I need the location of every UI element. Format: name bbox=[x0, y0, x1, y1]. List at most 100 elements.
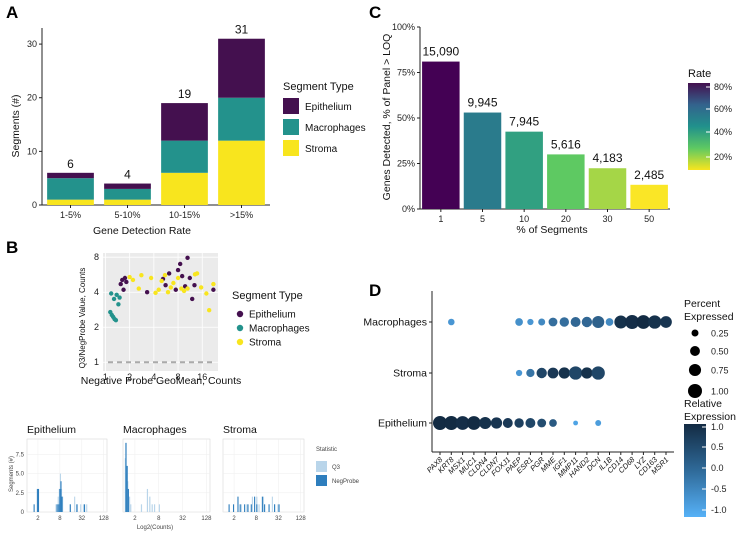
panel-a-bar-epithelium-10-15 bbox=[161, 103, 208, 141]
panel-b-point-stroma bbox=[165, 290, 171, 295]
panel-a-x-tick-label: 10-15% bbox=[169, 210, 200, 220]
panel-b-point-stroma bbox=[185, 286, 190, 291]
panel-d-dot-stroma-hand2 bbox=[581, 367, 593, 379]
panel-b-point-stroma bbox=[211, 281, 216, 287]
panel-b-legend-title: Segment Type bbox=[232, 290, 303, 302]
panel-d-dot-epithelium-muc1 bbox=[467, 416, 481, 430]
panel-b-scatter-plot: Q3/NegProbe Value, Counts Negative Probe… bbox=[78, 252, 310, 387]
panel-b-hist-x-tick-label: 2 bbox=[36, 516, 40, 522]
panel-b-point-epithelium bbox=[185, 255, 190, 261]
panel-a-bar-macrophages-1-5 bbox=[47, 178, 94, 200]
panel-b-hist-bar-negprobe bbox=[126, 465, 128, 512]
panel-c-bar-20 bbox=[547, 154, 585, 209]
panel-d-dot-stroma-igf1 bbox=[558, 367, 570, 379]
panel-b-scatter-y-tick-label: 4 bbox=[94, 287, 99, 297]
panel-b-point-macrophages bbox=[109, 291, 114, 296]
panel-c-y-axis-label: Genes Detected, % of Panel > LOQ bbox=[381, 34, 393, 201]
panel-c-x-tick-label: 1 bbox=[438, 214, 443, 224]
panel-c-x-tick-label: 30 bbox=[602, 214, 612, 224]
panel-b-hist-bar-q3 bbox=[86, 504, 88, 512]
panel-b-point-stroma bbox=[148, 275, 154, 281]
panel-c-value-label: 2,485 bbox=[634, 168, 664, 182]
panel-b-hist-bar-negprobe bbox=[56, 504, 58, 512]
panel-a-y-axis-label: Segments (#) bbox=[10, 94, 22, 157]
panel-a-total-label: 31 bbox=[235, 23, 249, 37]
panel-b-hist-x-tick-label: 2 bbox=[133, 516, 137, 522]
panel-a-bar-epithelium-1-5 bbox=[47, 172, 94, 179]
panel-c-y-tick-label: 100% bbox=[392, 22, 415, 32]
panel-d-size-legend-dot bbox=[688, 384, 702, 398]
panel-c-legend-tick-label: 40% bbox=[714, 127, 732, 137]
panel-b-legend-key-epithelium bbox=[236, 310, 244, 318]
panel-d-row-label-stroma: Stroma bbox=[393, 368, 427, 380]
panel-b-hist-x-tick-label: 32 bbox=[78, 516, 85, 522]
panel-b-scatter-y-axis-label: Q3/NegProbe Value, Counts bbox=[78, 268, 87, 369]
panel-b-point-stroma bbox=[139, 273, 144, 278]
panel-b-hist-legend-title: Statistic bbox=[316, 447, 337, 453]
panel-b-point-epithelium bbox=[173, 287, 178, 292]
panel-d-dot-macrophages-cd163 bbox=[648, 315, 662, 329]
panel-b-hist-bar-negprobe bbox=[69, 504, 71, 512]
panel-a-total-label: 4 bbox=[124, 168, 131, 182]
panel-b-hist-bar-negprobe bbox=[127, 488, 129, 512]
panel-b-hist-legend-label-q3: Q3 bbox=[332, 465, 341, 471]
panel-d-dot-macrophages-msr1 bbox=[660, 316, 672, 328]
panel-b-point-epithelium bbox=[124, 279, 129, 285]
panel-c-x-tick-label: 50 bbox=[644, 214, 654, 224]
panel-b-hist-x-axis-label: Log2(Counts) bbox=[137, 525, 173, 531]
panel-b-hist-facet-title-stroma: Stroma bbox=[223, 424, 257, 436]
panel-b-hist-bar-q3 bbox=[151, 504, 153, 512]
panel-d-dot-epithelium-paep bbox=[514, 418, 524, 428]
panel-b-point-macrophages bbox=[114, 292, 119, 298]
panel-b-hist-bar-q3 bbox=[240, 504, 242, 512]
panel-b-hist-x-tick-label: 128 bbox=[296, 516, 307, 522]
panel-b-point-macrophages bbox=[111, 296, 117, 302]
panel-d-dot-stroma-paep bbox=[515, 369, 523, 377]
panel-b-scatter-x-axis-label: Negative Probe GeoMean, Counts bbox=[81, 375, 242, 387]
panel-a-bar-macrophages-5-10 bbox=[104, 188, 151, 200]
panel-a-x-axis-label: Gene Detection Rate bbox=[93, 225, 191, 237]
panel-a-legend-label-epithelium: Epithelium bbox=[305, 102, 352, 113]
panel-b-hist-bar-q3 bbox=[251, 496, 253, 512]
panel-d-dot-epithelium-cldn4 bbox=[479, 416, 492, 430]
panel-b-hist-x-tick-label: 8 bbox=[58, 516, 62, 522]
panel-b-hist-bar-negprobe bbox=[37, 488, 40, 512]
panel-c-y-tick-label: 0% bbox=[402, 204, 415, 214]
panel-b-point-stroma bbox=[156, 287, 161, 292]
panel-b-hist-bar-q3 bbox=[158, 504, 160, 512]
panel-c-x-tick-label: 5 bbox=[480, 214, 485, 224]
panel-b-hist-bar-negprobe bbox=[278, 504, 280, 512]
panel-b-point-stroma bbox=[127, 274, 132, 280]
panel-b-hist-bar-negprobe bbox=[250, 504, 252, 512]
panel-d-dot-epithelium-esr1 bbox=[525, 418, 536, 428]
panel-b-hist-bar-q3 bbox=[246, 504, 248, 512]
panel-d-size-legend-dot bbox=[691, 329, 699, 337]
panel-d-dot-stroma-mmp11 bbox=[568, 366, 583, 380]
panel-b-hist-bar-negprobe bbox=[237, 496, 239, 512]
panel-b-hist-facet-title-epithelium: Epithelium bbox=[27, 424, 76, 436]
panel-label-a: A bbox=[6, 3, 18, 22]
panel-d-color-legend-label: 0.0 bbox=[711, 463, 724, 473]
panel-c-color-bar bbox=[688, 83, 710, 170]
panel-d-dot-epithelium-mme bbox=[549, 419, 557, 427]
panel-d-dot-macrophages-cd68 bbox=[625, 315, 640, 329]
panel-b-legend-label-stroma: Stroma bbox=[249, 338, 282, 349]
panel-b-scatter-x-tick-label: 8 bbox=[176, 372, 181, 382]
panel-b-hist-bar-q3 bbox=[149, 496, 151, 512]
panel-d-dot-epithelium-pax8 bbox=[433, 416, 447, 430]
panel-b-hist-bar-q3 bbox=[140, 504, 143, 512]
panel-b-hist-bar-negprobe bbox=[232, 504, 235, 512]
panel-d-size-legend-title-1: Percent bbox=[684, 298, 720, 310]
panel-b-scatter-background bbox=[103, 253, 218, 371]
panel-d-size-legend-label: 0.25 bbox=[711, 329, 729, 339]
panel-b-point-stroma bbox=[204, 291, 209, 296]
panel-b-hist-facet-title-macrophages: Macrophages bbox=[123, 424, 187, 436]
panel-a-legend-key-stroma bbox=[283, 140, 299, 156]
panel-c-value-label: 5,616 bbox=[551, 137, 581, 151]
panel-b-scatter-y-tick-label: 8 bbox=[94, 252, 99, 262]
panel-b-point-stroma bbox=[171, 280, 176, 286]
panel-d-dot-macrophages-igf1 bbox=[559, 317, 569, 327]
panel-b-legend-label-macrophages: Macrophages bbox=[249, 324, 310, 335]
panel-b-point-epithelium bbox=[187, 275, 193, 281]
